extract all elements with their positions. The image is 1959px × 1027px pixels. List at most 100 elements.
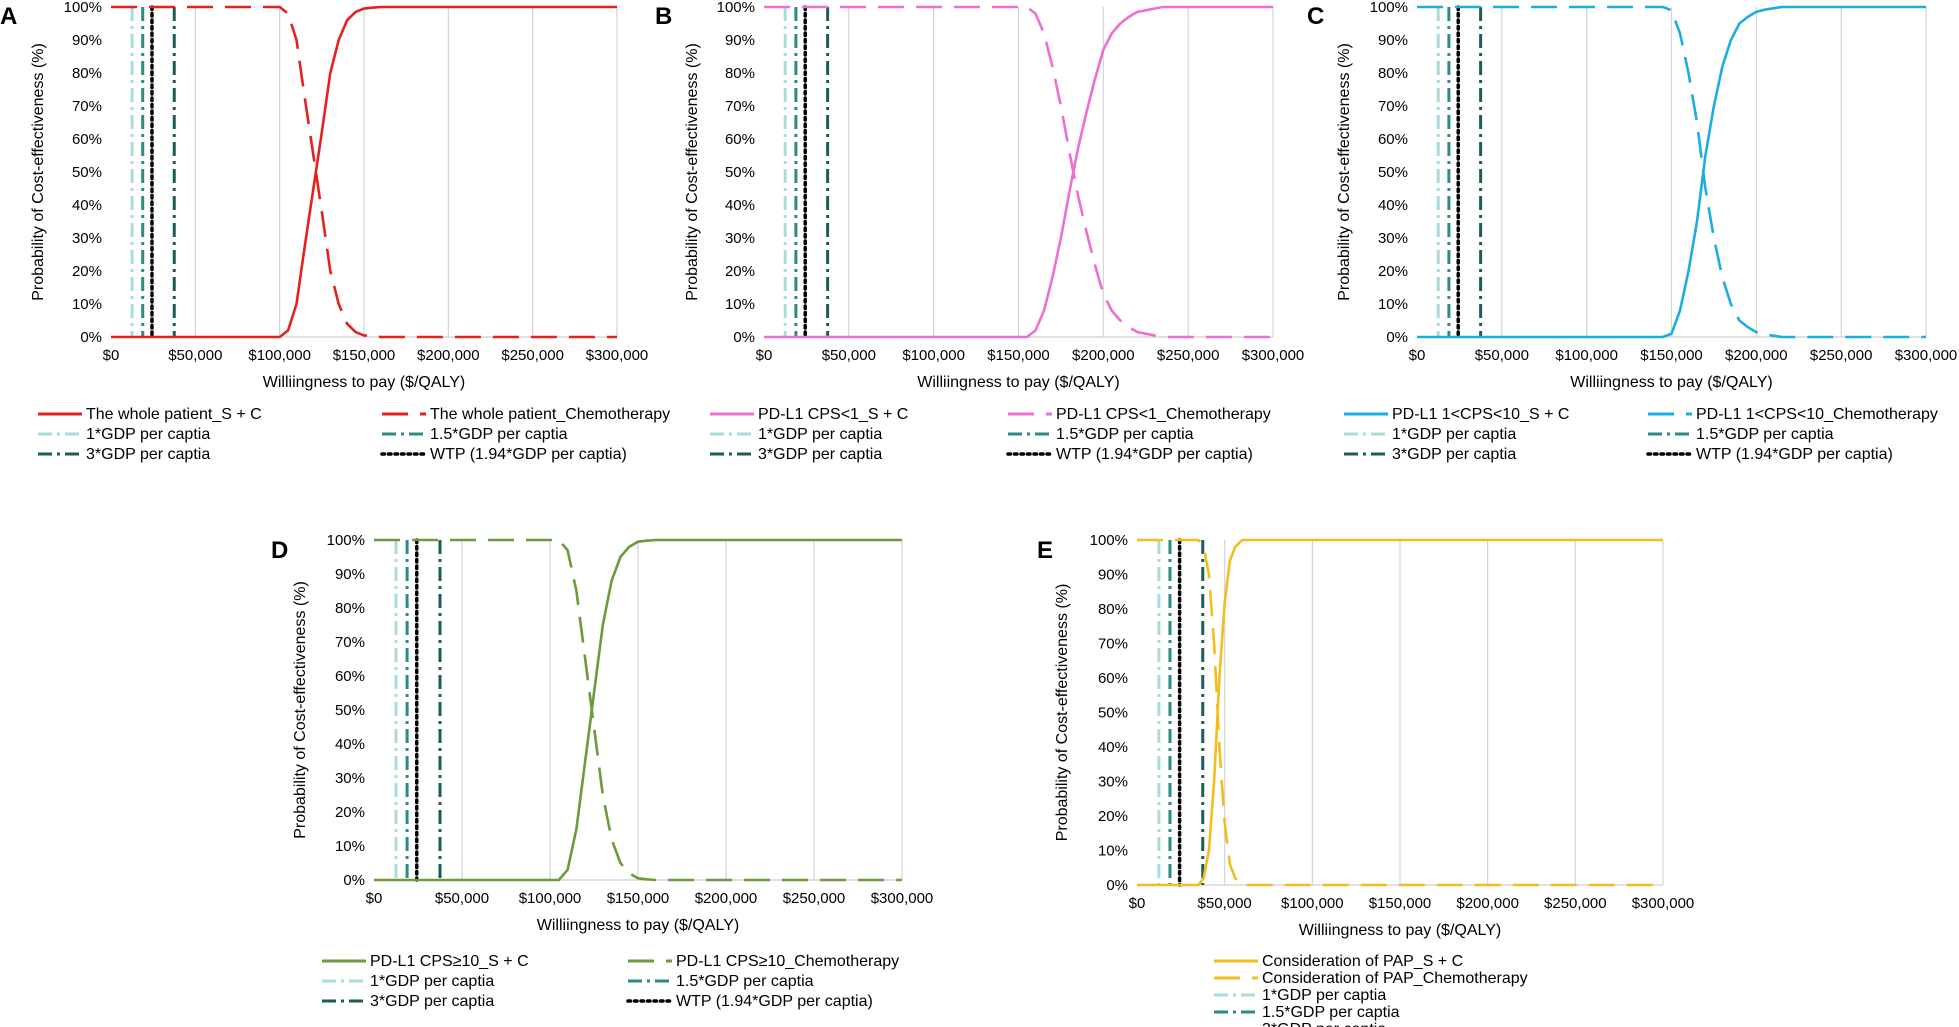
legend: Consideration of PAP_S + CConsideration … — [1214, 953, 1528, 1027]
panel-c: C $0 $50,000 $100,000 $150,000 $200,000 $250,0… — [1307, 0, 1957, 463]
x-axis-title: Williingness to pay ($/QALY) — [917, 374, 1119, 391]
series-line-s-plus-c — [1417, 5, 1926, 339]
legend-label: 1*GDP per captia — [86, 426, 210, 443]
x-tick-label: $150,000 — [607, 890, 670, 907]
legend: The whole patient_S + C The whole patient… — [38, 406, 670, 463]
y-tick-label: 90% — [335, 566, 365, 583]
series-line-s-plus-c — [111, 5, 617, 339]
legend-label: 1.5*GDP per captia — [1696, 426, 1834, 443]
y-tick-label: 80% — [1378, 65, 1408, 82]
x-tick-label: $100,000 — [248, 347, 311, 364]
legend-label: The whole patient_S + C — [86, 406, 262, 423]
legend-label: WTP (1.94*GDP per captia) — [676, 993, 873, 1010]
y-tick-label: 70% — [72, 98, 102, 115]
y-axis-title: Probability of Cost-effectiveness (%) — [30, 43, 47, 301]
legend: PD-L1 1<CPS<10_S + C PD-L1 1<CPS<10_Chemo… — [1344, 406, 1938, 463]
y-tick-label: 20% — [335, 804, 365, 821]
y-tick-label: 70% — [1378, 98, 1408, 115]
x-tick-label: $150,000 — [1369, 895, 1432, 912]
y-tick-label: 60% — [72, 131, 102, 148]
legend-label: 1.5*GDP per captia — [1056, 426, 1194, 443]
series-line-chemotherapy — [111, 5, 617, 339]
y-tick-label: 20% — [1098, 808, 1128, 825]
y-tick-label: 60% — [1098, 670, 1128, 687]
y-tick-label: 0% — [1106, 877, 1128, 894]
y-tick-label: 30% — [72, 230, 102, 247]
x-tick-label: $300,000 — [1895, 347, 1958, 364]
series-line-chemotherapy — [1137, 538, 1663, 887]
y-axis-title: Probability of Cost-effectiveness (%) — [1054, 584, 1071, 842]
y-tick-label: 90% — [72, 32, 102, 49]
y-tick-label: 20% — [1378, 263, 1408, 280]
x-axis-title: Williingness to pay ($/QALY) — [1570, 374, 1772, 391]
y-tick-label: 70% — [725, 98, 755, 115]
y-tick-label: 60% — [335, 668, 365, 685]
legend-label: 1.5*GDP per captia — [1262, 1004, 1400, 1021]
legend-label: PD-L1 CPS<1_S + C — [758, 406, 908, 423]
y-tick-label: 40% — [725, 197, 755, 214]
y-tick-label: 90% — [1098, 567, 1128, 584]
y-tick-label: 50% — [1378, 164, 1408, 181]
y-tick-label: 30% — [725, 230, 755, 247]
series-line-chemotherapy — [374, 538, 902, 882]
y-tick-label: 0% — [733, 329, 755, 346]
x-tick-label: $100,000 — [519, 890, 582, 907]
y-tick-label: 10% — [72, 296, 102, 313]
y-tick-label: 50% — [72, 164, 102, 181]
x-tick-label: $50,000 — [822, 347, 876, 364]
legend-label: PD-L1 CPS≥10_Chemotherapy — [676, 953, 899, 970]
legend-label: 3*GDP per captia — [1392, 446, 1516, 463]
legend-label: WTP (1.94*GDP per captia) — [1696, 446, 1893, 463]
y-tick-label: 100% — [717, 0, 755, 16]
x-tick-label: $200,000 — [1072, 347, 1135, 364]
y-tick-label: 10% — [1378, 296, 1408, 313]
panel-d: D $0 $50,000 $100,000 $150,000 $200,000 $250,0… — [271, 532, 933, 1010]
x-tick-label: $0 — [1129, 895, 1146, 912]
x-tick-label: $50,000 — [1475, 347, 1529, 364]
y-tick-label: 0% — [80, 329, 102, 346]
x-tick-label: $200,000 — [1725, 347, 1788, 364]
legend-label: Consideration of PAP_S + C — [1262, 953, 1463, 970]
y-axis-title: Probability of Cost-effectiveness (%) — [292, 581, 309, 839]
legend-label: PD-L1 1<CPS<10_S + C — [1392, 406, 1569, 423]
y-tick-label: 50% — [1098, 705, 1128, 722]
y-tick-label: 60% — [1378, 131, 1408, 148]
x-tick-label: $250,000 — [783, 890, 846, 907]
x-tick-label: $150,000 — [987, 347, 1050, 364]
y-tick-label: 10% — [335, 838, 365, 855]
x-tick-label: $50,000 — [435, 890, 489, 907]
x-tick-label: $50,000 — [168, 347, 222, 364]
y-tick-label: 10% — [725, 296, 755, 313]
x-tick-label: $300,000 — [871, 890, 934, 907]
y-tick-label: 70% — [1098, 636, 1128, 653]
x-axis-title: Williingness to pay ($/QALY) — [537, 917, 739, 934]
y-tick-label: 0% — [1386, 329, 1408, 346]
y-tick-label: 80% — [725, 65, 755, 82]
y-tick-label: 40% — [1098, 739, 1128, 756]
panel-letter: B — [655, 3, 672, 30]
x-tick-label: $250,000 — [1157, 347, 1220, 364]
x-tick-label: $100,000 — [1555, 347, 1618, 364]
legend-label: 1.5*GDP per captia — [676, 973, 814, 990]
series-line-s-plus-c — [1137, 538, 1663, 887]
y-tick-label: 10% — [1098, 843, 1128, 860]
legend-label: 1*GDP per captia — [1392, 426, 1516, 443]
y-axis-title: Probability of Cost-effectiveness (%) — [1336, 43, 1353, 301]
y-tick-label: 90% — [725, 32, 755, 49]
legend-label: PD-L1 CPS≥10_S + C — [370, 953, 529, 970]
x-tick-label: $150,000 — [333, 347, 396, 364]
y-tick-label: 20% — [725, 263, 755, 280]
x-tick-label: $0 — [366, 890, 383, 907]
x-tick-label: $100,000 — [902, 347, 965, 364]
y-tick-label: 40% — [335, 736, 365, 753]
series-line-s-plus-c — [374, 538, 902, 882]
y-tick-label: 50% — [335, 702, 365, 719]
x-tick-label: $200,000 — [1456, 895, 1519, 912]
legend-label: PD-L1 1<CPS<10_Chemotherapy — [1696, 406, 1938, 423]
y-tick-label: 100% — [327, 532, 365, 549]
legend-label: WTP (1.94*GDP per captia) — [1056, 446, 1253, 463]
panel-letter: A — [0, 3, 17, 30]
x-tick-label: $100,000 — [1281, 895, 1344, 912]
y-tick-label: 80% — [335, 600, 365, 617]
